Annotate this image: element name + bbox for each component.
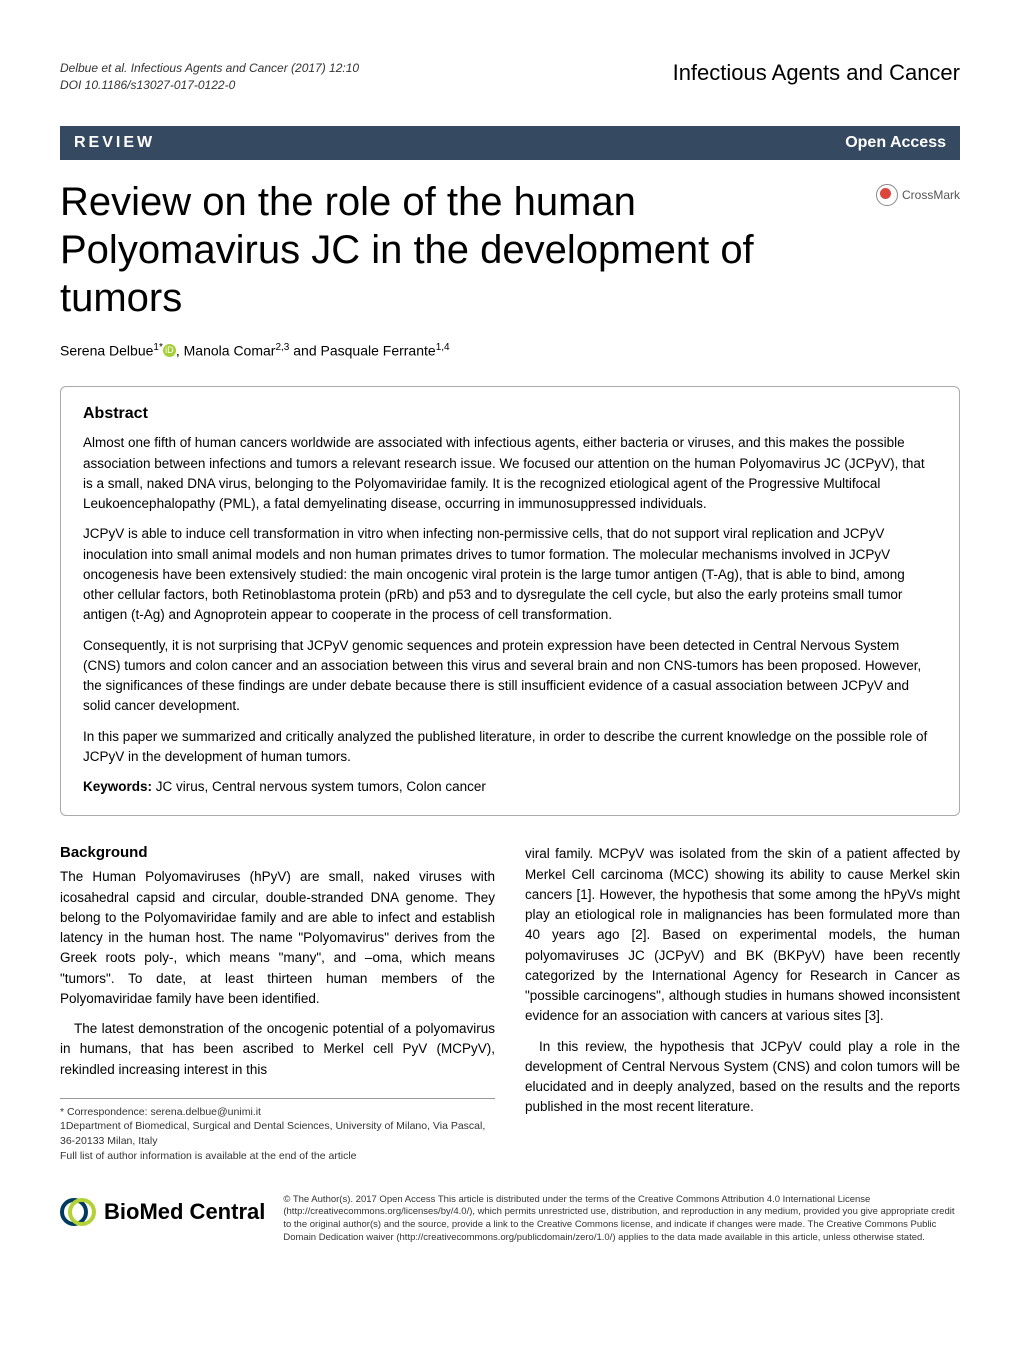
author-info-note: Full list of author information is avail… xyxy=(60,1149,495,1164)
footnotes: * Correspondence: serena.delbue@unimi.it… xyxy=(60,1098,495,1164)
review-bar: REVIEW Open Access xyxy=(60,126,960,160)
biomed-central-logo: BioMed Central xyxy=(60,1194,265,1230)
author-2: , Manola Comar xyxy=(176,342,276,358)
background-p3: viral family. MCPyV was isolated from th… xyxy=(525,844,960,1026)
affiliation-1: 1Department of Biomedical, Surgical and … xyxy=(60,1119,495,1148)
abstract-p3: Consequently, it is not surprising that … xyxy=(83,636,937,717)
background-heading: Background xyxy=(60,844,495,861)
background-p4: In this review, the hypothesis that JCPy… xyxy=(525,1037,960,1118)
keywords-line: Keywords: JC virus, Central nervous syst… xyxy=(83,777,937,797)
author-1: Serena Delbue xyxy=(60,342,153,358)
author-3: and Pasquale Ferrante xyxy=(289,342,435,358)
keywords-label: Keywords: xyxy=(83,779,152,794)
crossmark-label: CrossMark xyxy=(902,188,960,202)
open-access-label: Open Access xyxy=(845,134,946,152)
abstract-p1: Almost one fifth of human cancers worldw… xyxy=(83,433,937,514)
author-2-affil: 2,3 xyxy=(275,342,289,353)
abstract-heading: Abstract xyxy=(83,405,937,423)
author-3-affil: 1,4 xyxy=(436,342,450,353)
bmc-icon xyxy=(60,1194,96,1230)
review-label: REVIEW xyxy=(74,134,155,152)
footer: BioMed Central © The Author(s). 2017 Ope… xyxy=(60,1194,960,1245)
citation: Delbue et al. Infectious Agents and Canc… xyxy=(60,60,359,94)
abstract-box: Abstract Almost one fifth of human cance… xyxy=(60,386,960,816)
bmc-text: BioMed Central xyxy=(104,1199,265,1225)
left-column: Background The Human Polyomaviruses (hPy… xyxy=(60,844,495,1163)
abstract-p4: In this paper we summarized and critical… xyxy=(83,727,937,768)
page-header: Delbue et al. Infectious Agents and Canc… xyxy=(60,60,960,94)
article-title: Review on the role of the human Polyomav… xyxy=(60,178,856,322)
orcid-icon[interactable]: iD xyxy=(163,344,176,357)
abstract-p2: JCPyV is able to induce cell transformat… xyxy=(83,524,937,625)
background-p2: The latest demonstration of the oncogeni… xyxy=(60,1019,495,1080)
background-p1: The Human Polyomaviruses (hPyV) are smal… xyxy=(60,867,495,1009)
crossmark-icon xyxy=(876,184,898,206)
citation-line: Delbue et al. Infectious Agents and Canc… xyxy=(60,60,359,77)
author-1-affil: 1* xyxy=(153,342,162,353)
license-text: © The Author(s). 2017 Open Access This a… xyxy=(283,1194,960,1245)
crossmark-badge[interactable]: CrossMark xyxy=(876,184,960,206)
correspondence: * Correspondence: serena.delbue@unimi.it xyxy=(60,1105,495,1120)
right-column: viral family. MCPyV was isolated from th… xyxy=(525,844,960,1163)
keywords-text: JC virus, Central nervous system tumors,… xyxy=(152,779,486,794)
journal-name: Infectious Agents and Cancer xyxy=(673,60,960,86)
body-columns: Background The Human Polyomaviruses (hPy… xyxy=(60,844,960,1163)
doi-line: DOI 10.1186/s13027-017-0122-0 xyxy=(60,77,359,94)
authors: Serena Delbue1*iD, Manola Comar2,3 and P… xyxy=(60,342,960,359)
